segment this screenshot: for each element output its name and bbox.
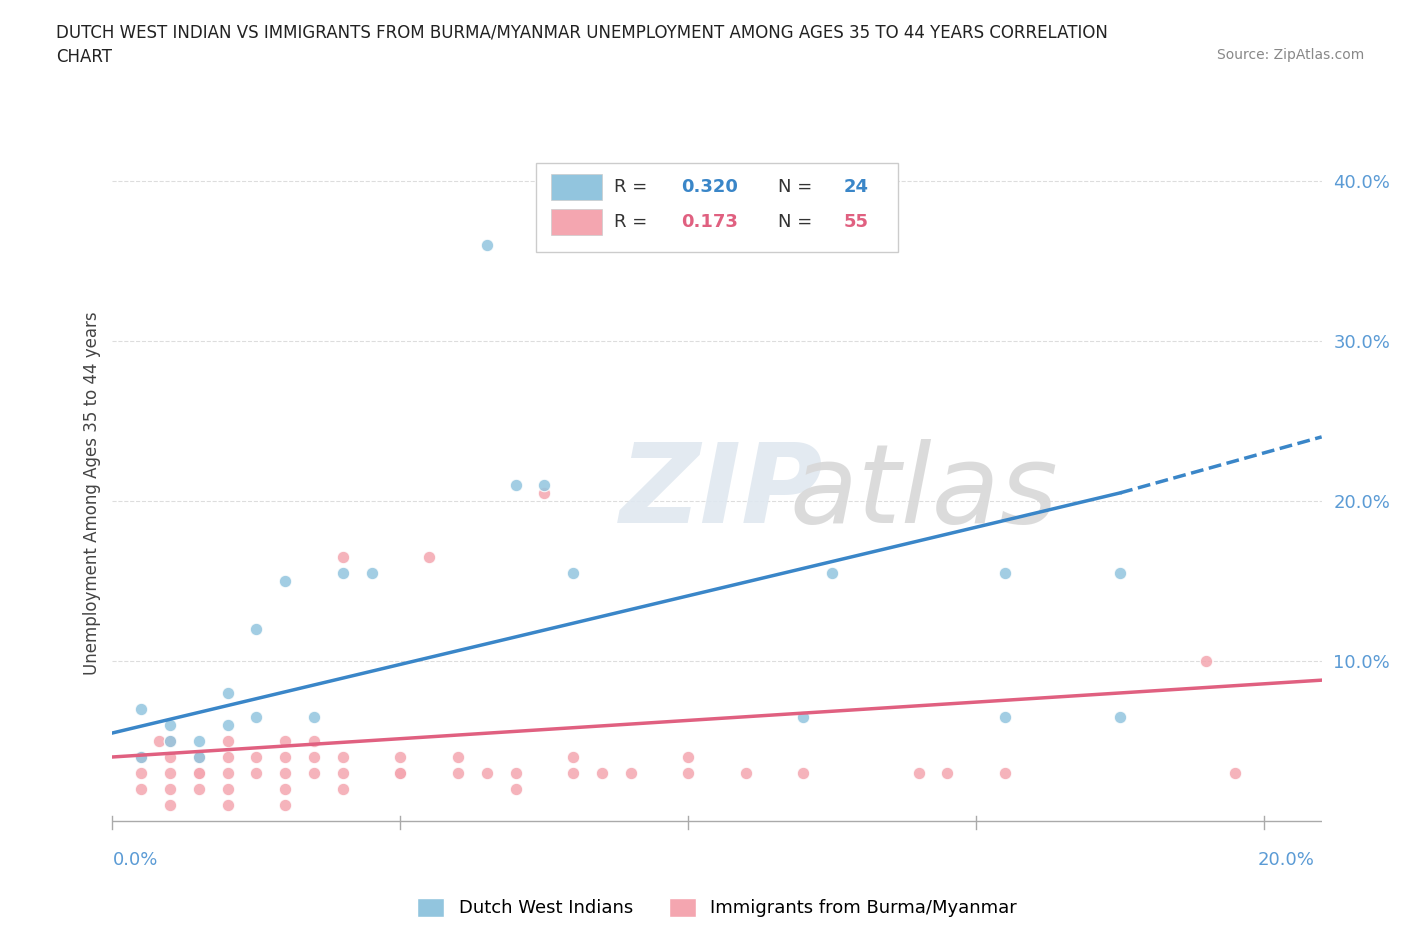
Point: [1109, 565, 1132, 580]
Point: [821, 565, 844, 580]
Point: [245, 765, 267, 780]
Text: 24: 24: [844, 179, 869, 196]
Point: [591, 765, 613, 780]
Point: [302, 734, 325, 749]
Point: [217, 685, 239, 700]
Point: [389, 750, 412, 764]
Point: [129, 765, 152, 780]
Text: N =: N =: [778, 213, 817, 231]
Point: [159, 798, 181, 813]
Y-axis label: Unemployment Among Ages 35 to 44 years: Unemployment Among Ages 35 to 44 years: [83, 312, 101, 674]
Point: [274, 765, 297, 780]
Point: [1225, 765, 1247, 780]
Point: [159, 765, 181, 780]
Point: [389, 765, 412, 780]
Point: [187, 750, 209, 764]
Point: [274, 750, 297, 764]
Point: [533, 485, 555, 500]
Point: [505, 765, 527, 780]
Point: [159, 734, 181, 749]
Point: [505, 477, 527, 492]
Point: [187, 765, 209, 780]
Point: [187, 750, 209, 764]
Point: [217, 734, 239, 749]
Point: [245, 750, 267, 764]
Point: [159, 750, 181, 764]
Point: [217, 781, 239, 796]
Point: [187, 765, 209, 780]
Point: [994, 565, 1017, 580]
Point: [129, 781, 152, 796]
Point: [1109, 710, 1132, 724]
Point: [734, 765, 756, 780]
Point: [562, 565, 585, 580]
Text: N =: N =: [778, 179, 817, 196]
Point: [129, 750, 152, 764]
Point: [792, 765, 814, 780]
Point: [907, 765, 929, 780]
Point: [505, 781, 527, 796]
Point: [245, 621, 267, 636]
Text: 0.320: 0.320: [681, 179, 738, 196]
Point: [148, 734, 170, 749]
Point: [302, 750, 325, 764]
Point: [447, 765, 470, 780]
Point: [302, 710, 325, 724]
Point: [533, 477, 555, 492]
Text: R =: R =: [614, 213, 654, 231]
Point: [678, 765, 700, 780]
Point: [332, 565, 354, 580]
Point: [418, 550, 440, 565]
Point: [217, 765, 239, 780]
Point: [562, 765, 585, 780]
FancyBboxPatch shape: [551, 174, 602, 201]
Point: [936, 765, 959, 780]
Text: 55: 55: [844, 213, 869, 231]
Point: [217, 718, 239, 733]
Point: [274, 574, 297, 589]
Point: [159, 718, 181, 733]
Point: [187, 781, 209, 796]
Point: [274, 781, 297, 796]
Point: [792, 710, 814, 724]
Point: [217, 750, 239, 764]
Text: 0.173: 0.173: [681, 213, 738, 231]
Point: [332, 750, 354, 764]
Point: [274, 734, 297, 749]
FancyBboxPatch shape: [536, 163, 898, 252]
Point: [332, 781, 354, 796]
Text: ZIP: ZIP: [620, 439, 824, 547]
Point: [159, 781, 181, 796]
Point: [217, 798, 239, 813]
Text: DUTCH WEST INDIAN VS IMMIGRANTS FROM BURMA/MYANMAR UNEMPLOYMENT AMONG AGES 35 TO: DUTCH WEST INDIAN VS IMMIGRANTS FROM BUR…: [56, 23, 1108, 41]
Point: [129, 750, 152, 764]
FancyBboxPatch shape: [551, 208, 602, 235]
Point: [159, 734, 181, 749]
Text: CHART: CHART: [56, 48, 112, 66]
Text: atlas: atlas: [790, 439, 1059, 547]
Text: R =: R =: [614, 179, 654, 196]
Point: [994, 710, 1017, 724]
Point: [994, 765, 1017, 780]
Point: [562, 750, 585, 764]
Text: 0.0%: 0.0%: [112, 851, 157, 870]
Point: [332, 765, 354, 780]
Point: [274, 798, 297, 813]
Point: [245, 710, 267, 724]
Point: [475, 765, 498, 780]
Point: [447, 750, 470, 764]
Text: 20.0%: 20.0%: [1258, 851, 1315, 870]
Legend: Dutch West Indians, Immigrants from Burma/Myanmar: Dutch West Indians, Immigrants from Burm…: [418, 898, 1017, 917]
Point: [475, 237, 498, 252]
Point: [332, 550, 354, 565]
Point: [1195, 654, 1218, 669]
Point: [360, 565, 382, 580]
Point: [302, 765, 325, 780]
Point: [389, 765, 412, 780]
Point: [620, 765, 643, 780]
Point: [678, 750, 700, 764]
Point: [187, 734, 209, 749]
Point: [129, 701, 152, 716]
Text: Source: ZipAtlas.com: Source: ZipAtlas.com: [1216, 48, 1364, 62]
